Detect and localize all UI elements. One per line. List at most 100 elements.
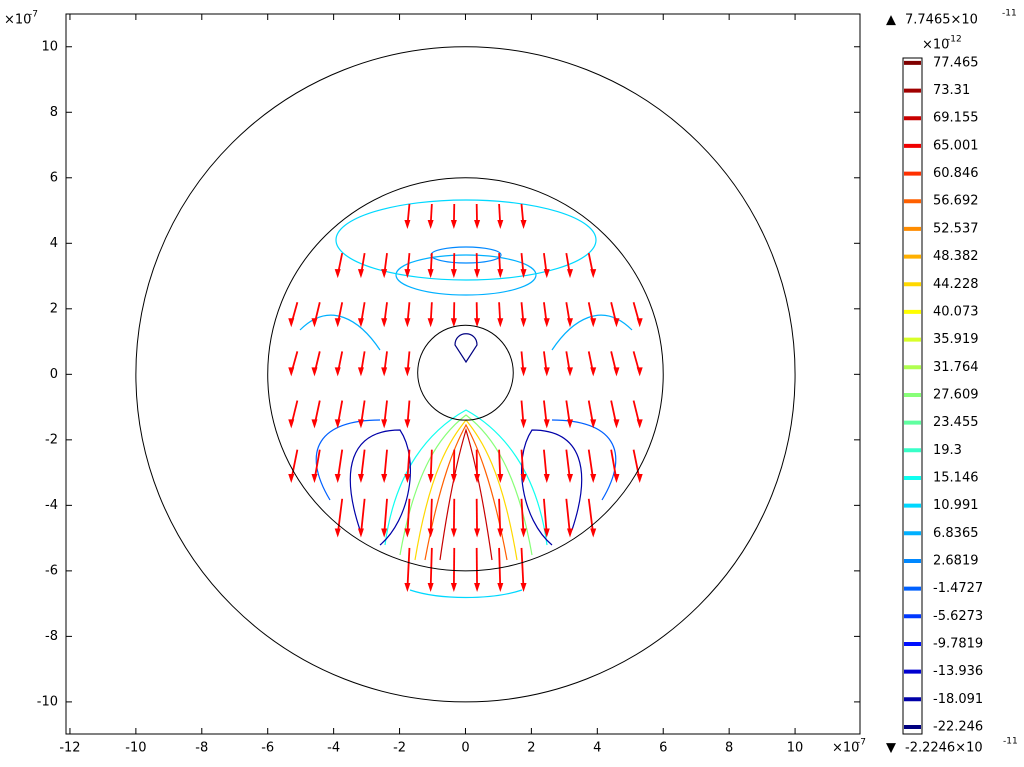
colorbar-label: 69.155 xyxy=(933,111,979,126)
field-arrow-head xyxy=(567,367,574,377)
field-arrow-head xyxy=(404,528,411,538)
field-arrow-head xyxy=(543,528,550,538)
field-arrow-head xyxy=(404,269,411,279)
field-arrow-head xyxy=(520,318,527,328)
field-arrow-head xyxy=(381,367,388,377)
colorbar-label: 65.001 xyxy=(933,138,979,153)
field-arrow-head xyxy=(474,269,481,279)
field-arrow-head xyxy=(357,528,364,538)
colorbar-label: -5.6273 xyxy=(933,609,983,624)
field-arrow-head xyxy=(427,583,434,593)
field-arrow-head xyxy=(497,528,504,538)
field-arrow-head xyxy=(567,269,574,279)
field-arrows xyxy=(288,203,643,593)
x-tick-label: 8 xyxy=(725,741,733,756)
colorbar-label: 56.692 xyxy=(933,194,979,209)
field-arrow-head xyxy=(497,219,504,229)
field-arrow-head xyxy=(404,419,411,429)
y-scale-label: ×10 xyxy=(4,13,31,28)
colorbar-min-exp: -11 xyxy=(1003,737,1018,747)
min-marker: ▼ xyxy=(886,741,896,756)
field-arrow-head xyxy=(381,419,388,429)
colorbar-label: 6.8365 xyxy=(933,526,979,541)
field-arrow-head xyxy=(404,318,411,328)
geometry-circle xyxy=(135,46,796,703)
x-tick-label: 0 xyxy=(461,741,469,756)
field-arrow-head xyxy=(450,219,457,229)
y-tick-label: -6 xyxy=(45,563,58,578)
field-arrow-head xyxy=(311,473,318,483)
colorbar-label: -22.246 xyxy=(933,719,983,734)
colorbar-scale-exp: -12 xyxy=(947,35,962,45)
field-arrow-head xyxy=(590,269,597,279)
field-arrow xyxy=(429,547,433,590)
x-tick-label: -8 xyxy=(195,741,208,756)
y-tick-label: 8 xyxy=(50,105,58,120)
field-arrow-head xyxy=(404,367,411,377)
field-arrow-head xyxy=(636,473,643,483)
field-arrow-head xyxy=(520,419,527,429)
x-tick-label: 4 xyxy=(593,741,601,756)
x-tick-label: -2 xyxy=(393,741,406,756)
field-arrow-head xyxy=(613,419,620,429)
field-arrow-head xyxy=(404,583,411,593)
colorbar-label: 31.764 xyxy=(933,360,979,375)
field-arrow-head xyxy=(543,318,550,328)
field-arrow-head xyxy=(590,419,597,429)
field-arrow-head xyxy=(613,318,620,328)
colorbar-label: 15.146 xyxy=(933,470,979,485)
field-arrow-head xyxy=(311,318,318,328)
field-arrow-head xyxy=(357,269,364,279)
colorbar-label: 73.31 xyxy=(933,83,970,98)
field-arrow-head xyxy=(381,318,388,328)
x-tick-label: -12 xyxy=(59,741,80,756)
colorbar-label: 35.919 xyxy=(933,332,979,347)
field-arrow-head xyxy=(520,367,527,377)
field-arrow-head xyxy=(334,269,341,279)
y-tick-label: 10 xyxy=(41,39,58,54)
field-arrow-head xyxy=(450,583,457,593)
field-arrow-head xyxy=(427,318,434,328)
y-tick-label: -2 xyxy=(45,432,58,447)
colorbar-label: 2.6819 xyxy=(933,553,979,568)
field-arrow-head xyxy=(590,367,597,377)
field-arrow-head xyxy=(357,473,364,483)
field-arrow-head xyxy=(427,528,434,538)
colorbar-max-exp: -11 xyxy=(1002,9,1017,19)
field-arrow-head xyxy=(381,269,388,279)
y-tick-label: -10 xyxy=(37,694,58,709)
field-arrow-head xyxy=(567,419,574,429)
y-tick-label: 2 xyxy=(50,301,58,316)
colorbar-label: 19.3 xyxy=(933,443,962,458)
field-arrow-head xyxy=(497,583,504,593)
colorbar-label: 10.991 xyxy=(933,498,979,513)
y-scale-exp: -7 xyxy=(29,10,38,20)
field-arrow-head xyxy=(474,473,481,483)
field-arrow-head xyxy=(381,473,388,483)
field-arrow-head xyxy=(450,528,457,538)
field-arrow-head xyxy=(334,367,341,377)
field-arrow-head xyxy=(567,473,574,483)
field-arrow-head xyxy=(520,269,527,279)
field-arrow-head xyxy=(474,583,481,593)
field-arrow-head xyxy=(474,219,481,229)
field-arrow xyxy=(498,547,502,590)
field-arrow-head xyxy=(311,367,318,377)
field-arrow-head xyxy=(357,419,364,429)
field-arrow-head xyxy=(543,419,550,429)
field-arrow-head xyxy=(404,219,411,229)
colorbar-label: 23.455 xyxy=(933,415,979,430)
field-arrow-head xyxy=(497,473,504,483)
colorbar-label: -1.4727 xyxy=(933,581,983,596)
y-tick-label: -4 xyxy=(45,498,58,513)
contour-decoration xyxy=(299,199,633,599)
colorbar-label: 40.073 xyxy=(933,304,979,319)
field-arrow-head xyxy=(288,318,295,328)
field-arrow xyxy=(520,547,525,590)
colorbar-label: 27.609 xyxy=(933,387,979,402)
colorbar-label: 44.228 xyxy=(933,277,979,292)
y-tick-label: 0 xyxy=(50,367,58,382)
field-arrow-head xyxy=(427,269,434,279)
field-arrow-head xyxy=(543,473,550,483)
colorbar-label: -13.936 xyxy=(933,664,983,679)
